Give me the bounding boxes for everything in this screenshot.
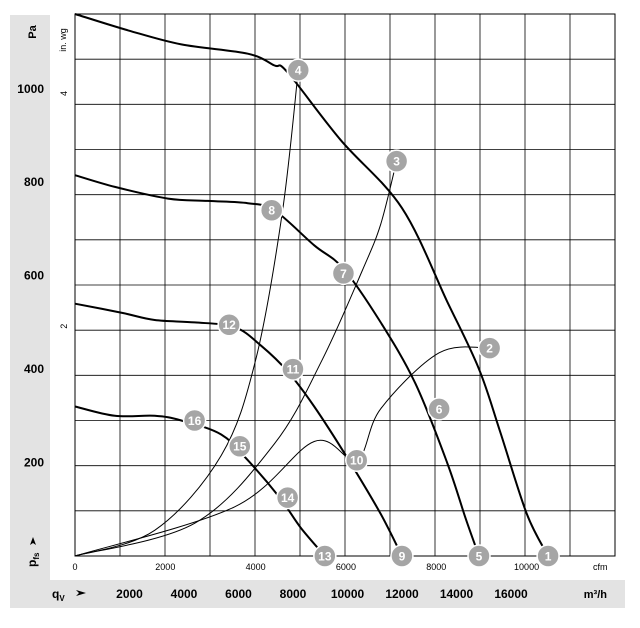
operating-point-label: 12 [222, 318, 236, 332]
operating-point-label: 11 [287, 363, 300, 377]
bottom-axis-tick-label: 6000 [225, 587, 252, 601]
operating-point: 10 [344, 448, 369, 472]
left-axis-quantity-subscript: fs [32, 552, 41, 560]
operating-point-label: 2 [486, 342, 493, 356]
top-axis-tick-label: 6000 [336, 562, 356, 572]
left-axis-tick-label: 200 [24, 456, 44, 470]
left-axis-tick-label: 400 [24, 362, 44, 376]
left-axis-unit-label: Pa [27, 24, 39, 38]
operating-point-label: 8 [268, 204, 275, 218]
operating-point-marker [427, 397, 451, 421]
operating-point-marker [344, 448, 369, 472]
operating-point-marker [467, 544, 491, 568]
bottom-axis-tick-label: 14000 [440, 587, 474, 601]
left-axis-quantity-label: pfs [25, 537, 41, 567]
operating-point-marker [390, 544, 414, 568]
curves [74, 13, 549, 557]
operating-point-label: 14 [281, 491, 295, 505]
operating-point-marker [331, 261, 356, 286]
inner-axis-unit-label: in. wg [58, 28, 68, 52]
bottom-axis-arrow-icon [76, 590, 86, 596]
operating-point-marker [182, 408, 207, 433]
operating-point: 2 [477, 336, 502, 360]
operating-point-label: 1 [545, 550, 552, 564]
operating-point-marker [536, 544, 560, 568]
operating-point: 8 [259, 198, 284, 222]
top-axis-tick-label: 10000 [514, 562, 539, 572]
operating-point: 12 [217, 312, 241, 337]
system-curve [74, 70, 299, 557]
operating-point: 15 [228, 434, 252, 458]
bottom-axis-tick-label: 10000 [331, 587, 365, 601]
bottom-axis-tick-label: 4000 [171, 587, 198, 601]
fan-curve [74, 13, 549, 557]
operating-point-label: 13 [318, 550, 332, 564]
top-axis-tick-label: 0 [72, 562, 77, 572]
bottom-axis-tick-label: 16000 [494, 587, 528, 601]
operating-point-marker [286, 58, 311, 82]
operating-point-label: 16 [188, 414, 202, 428]
operating-point-label: 9 [399, 550, 406, 564]
operating-point-label: 7 [340, 267, 347, 281]
top-axis-tick-label: 8000 [426, 562, 446, 572]
inner-axis-tick-label: 4 [59, 91, 69, 96]
bottom-axis-quantity-symbol: q [52, 587, 59, 601]
operating-point: 9 [390, 544, 414, 568]
top-axis-tick-label: 2000 [155, 562, 175, 572]
left-axis-band [10, 15, 50, 580]
operating-point-marker [217, 312, 241, 337]
operating-point: 13 [313, 544, 337, 568]
bottom-axis-tick-label: 8000 [280, 587, 307, 601]
bottom-axis-tick-label: 2000 [116, 587, 143, 601]
bottom-axis-unit-label: m³/h [584, 589, 608, 601]
left-axis-tick-label: 600 [24, 269, 44, 283]
operating-point-label: 3 [393, 155, 400, 169]
svg-text:qV: qV [52, 587, 65, 603]
operating-point-marker [384, 149, 409, 173]
operating-point: 6 [427, 397, 451, 421]
operating-point: 14 [275, 485, 300, 510]
operating-point-marker [313, 544, 337, 568]
operating-point: 4 [286, 58, 311, 82]
operating-point-marker [228, 434, 252, 458]
inner-axis-tick-label: 2 [59, 324, 69, 329]
operating-point-marker [259, 198, 284, 222]
operating-point: 16 [182, 408, 207, 433]
svg-text:pfs: pfs [25, 552, 41, 567]
operating-point-label: 10 [350, 454, 364, 468]
operating-point-marker [275, 485, 300, 510]
left-axis-tick-label: 1000 [17, 82, 44, 96]
bottom-axis-quantity-subscript: V [59, 594, 65, 603]
operating-point-label: 5 [476, 550, 483, 564]
bottom-axis-quantity-label: qV [52, 587, 86, 603]
operating-point-marker [281, 357, 305, 381]
operating-point: 7 [331, 261, 356, 286]
fan-curve [74, 405, 326, 557]
top-axis-tick-label: 4000 [246, 562, 266, 572]
operating-point: 1 [536, 544, 560, 568]
tick-labels: 1000 800 600 400 200 4 2 2000 4000 6000 8000 10000 1… [17, 82, 539, 601]
grid [74, 13, 616, 557]
fan-curve [74, 174, 480, 557]
operating-point-label: 6 [436, 402, 443, 416]
fan-curve [74, 302, 403, 557]
operating-point-marker [477, 336, 502, 360]
bottom-axis-band [10, 580, 625, 608]
operating-point: 11 [281, 357, 305, 381]
left-axis-tick-label: 800 [24, 175, 44, 189]
operating-point: 3 [384, 149, 409, 173]
system-curve [74, 161, 398, 557]
system-curve [74, 346, 490, 557]
left-axis-arrow-icon [30, 537, 36, 545]
operating-point: 5 [467, 544, 491, 568]
bottom-axis-tick-label: 12000 [385, 587, 419, 601]
left-axis-quantity-symbol: p [25, 560, 39, 567]
top-axis-unit-label: cfm [593, 562, 608, 572]
operating-point-label: 15 [233, 440, 247, 454]
operating-point-label: 4 [295, 64, 302, 78]
